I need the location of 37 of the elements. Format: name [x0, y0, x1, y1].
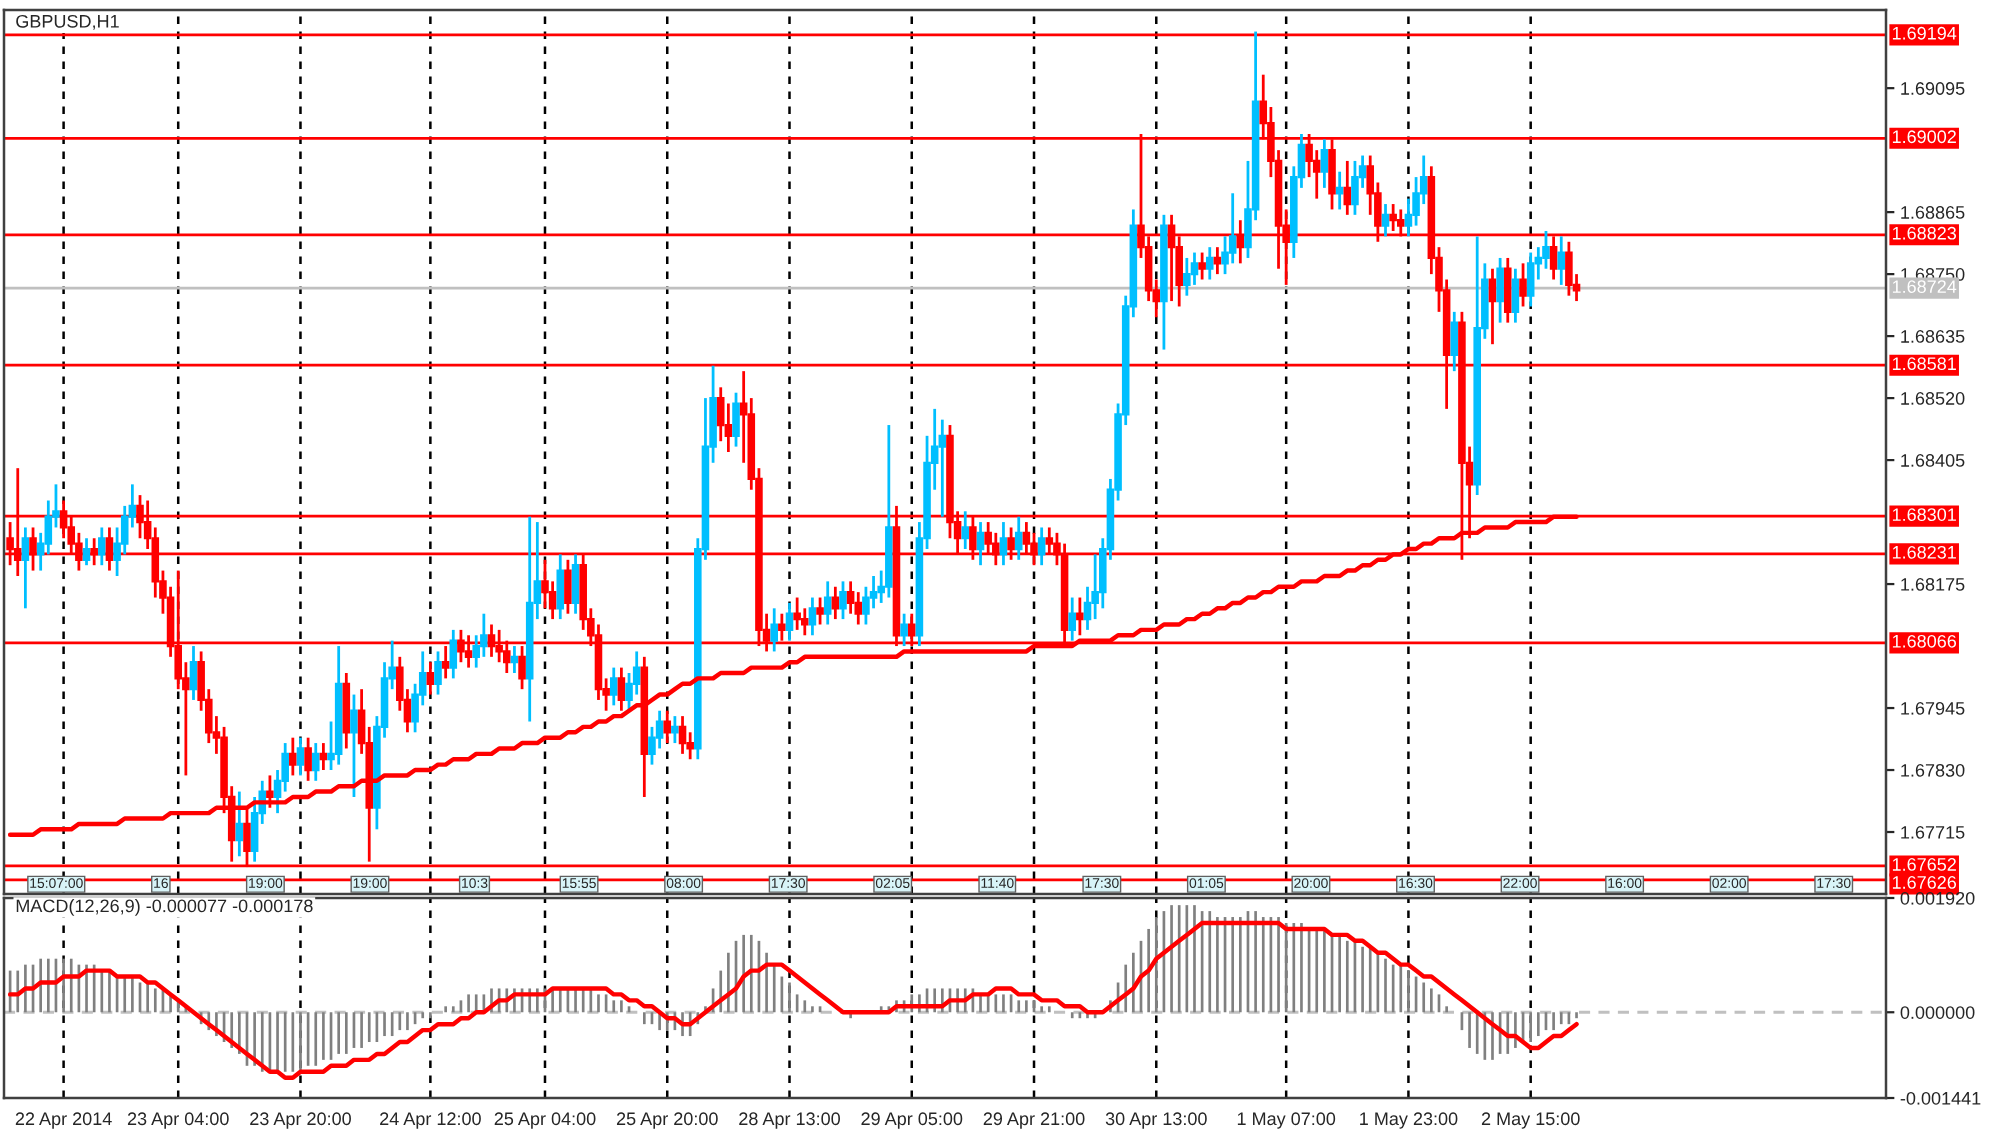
x-tick-label: 25 Apr 20:00 — [616, 1112, 718, 1129]
y-tick-label: 0.000000 — [1900, 1006, 1975, 1019]
chart-title: GBPUSD,H1 — [16, 14, 119, 30]
ref-line-label: 1.68724 — [1892, 280, 1957, 293]
ref-line-label: 1.69002 — [1892, 130, 1956, 144]
x-tick-label: 24 Apr 12:00 — [380, 1112, 481, 1129]
x-tick-label: 23 Apr 04:00 — [127, 1112, 229, 1129]
y-tick-label: 1.67945 — [1901, 701, 1965, 715]
x-tick-label: 1 May 23:00 — [1360, 1112, 1458, 1129]
chart-title: MACD(12,26,9) -0.000077 -0.000178 — [16, 899, 313, 916]
y-tick-label: 1.67830 — [1901, 763, 1965, 777]
y-tick-label: 1.68405 — [1901, 454, 1965, 467]
x-tick-label: 25 Apr 04:00 — [494, 1112, 596, 1129]
y-tick-label: 1.67715 — [1901, 825, 1965, 839]
ref-line-label: 1.68823 — [1892, 226, 1957, 240]
x-tick-label: 22 Apr 2014 — [15, 1112, 112, 1129]
ref-line-label: 1.68231 — [1892, 545, 1956, 559]
y-tick-label: 1.68175 — [1901, 578, 1965, 591]
ref-line-label: 1.67626 — [1892, 876, 1957, 889]
y-tick-label: 1.68635 — [1901, 330, 1965, 343]
x-tick-label: 1 May 07:00 — [1237, 1112, 1336, 1129]
ref-line-label: 1.68066 — [1892, 634, 1957, 648]
x-tick-label: 2 May 15:00 — [1481, 1112, 1580, 1129]
x-tick-label: 29 Apr 21:00 — [983, 1112, 1085, 1129]
y-tick-label: 0.001920 — [1900, 891, 1975, 905]
x-tick-label: 30 Apr 13:00 — [1105, 1112, 1207, 1129]
ref-line-label: 1.68581 — [1892, 357, 1956, 371]
y-tick-label: -0.001441 — [1900, 1091, 1981, 1105]
ref-line-label: 1.69194 — [1892, 26, 1957, 40]
y-tick-label: 1.68865 — [1901, 206, 1965, 219]
ref-line-label: 1.68301 — [1892, 508, 1956, 521]
x-tick-label: 23 Apr 20:00 — [250, 1112, 351, 1129]
y-tick-label: 1.68520 — [1901, 392, 1965, 405]
ref-line-label: 1.67652 — [1892, 858, 1956, 871]
y-tick-label: 1.69095 — [1901, 82, 1965, 95]
x-tick-label: 28 Apr 13:00 — [739, 1112, 840, 1129]
x-tick-label: 29 Apr 05:00 — [861, 1112, 963, 1129]
